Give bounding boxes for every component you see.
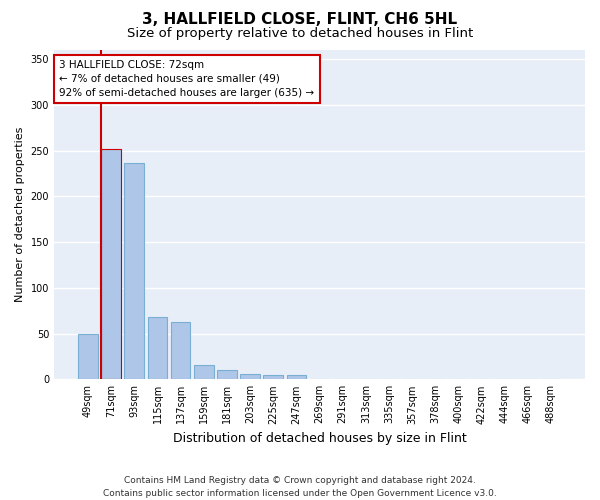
Bar <box>78 334 98 380</box>
Bar <box>240 374 260 380</box>
X-axis label: Distribution of detached houses by size in Flint: Distribution of detached houses by size … <box>173 432 466 445</box>
Bar <box>217 370 237 380</box>
Bar <box>263 374 283 380</box>
Bar <box>148 317 167 380</box>
Bar <box>287 374 306 380</box>
Text: Contains HM Land Registry data © Crown copyright and database right 2024.
Contai: Contains HM Land Registry data © Crown c… <box>103 476 497 498</box>
Text: 3, HALLFIELD CLOSE, FLINT, CH6 5HL: 3, HALLFIELD CLOSE, FLINT, CH6 5HL <box>142 12 458 28</box>
Bar <box>101 149 121 380</box>
Bar <box>171 322 190 380</box>
Text: Size of property relative to detached houses in Flint: Size of property relative to detached ho… <box>127 28 473 40</box>
Y-axis label: Number of detached properties: Number of detached properties <box>15 127 25 302</box>
Text: 3 HALLFIELD CLOSE: 72sqm
← 7% of detached houses are smaller (49)
92% of semi-de: 3 HALLFIELD CLOSE: 72sqm ← 7% of detache… <box>59 60 314 98</box>
Bar <box>194 364 214 380</box>
Bar <box>124 164 144 380</box>
